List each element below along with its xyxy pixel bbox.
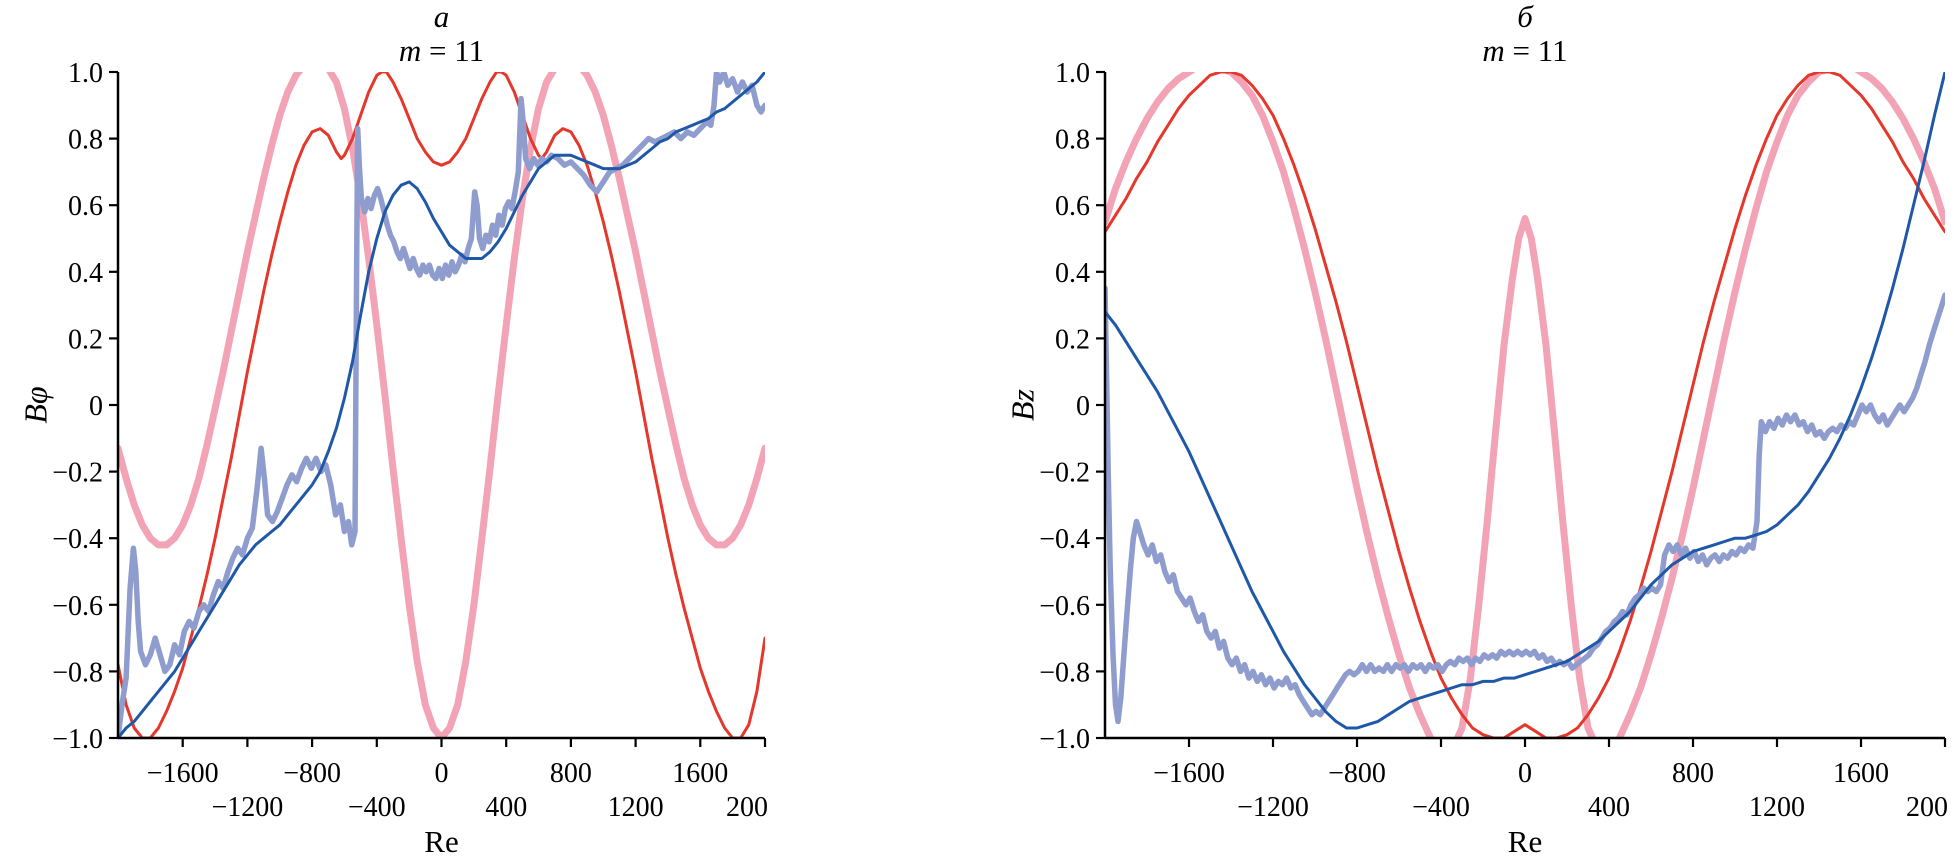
x-tick-label: 1600 — [1833, 758, 1889, 789]
series-pink-thick — [1105, 72, 1945, 738]
plot-b: 1.0 0.8 0.6 0.4 0.2 0 −0.2 −0.4 −0.6 −0.8 −1.0 −160… — [1039, 58, 1948, 859]
panel-a: a m = 11 Bφ 1.0 0.8 0.6 0.4 0.2 0 −0.2 −0.4 −0.6… — [18, 0, 769, 859]
x-tick-label: 0 — [435, 758, 449, 789]
y-tick-label: −0.8 — [52, 657, 103, 688]
x-tick-label: 400 — [485, 792, 527, 823]
y-tick-label: 0.6 — [68, 191, 103, 222]
y-tick-label: 1.0 — [68, 58, 103, 89]
x-tick-label: −1200 — [1237, 792, 1309, 823]
y-tick-label: −0.2 — [52, 458, 103, 489]
series-pink-thick — [118, 72, 765, 738]
x-tick-label: 200 — [726, 792, 768, 823]
y-tick-label: 0.4 — [1055, 258, 1090, 289]
x-tick-label: −1600 — [1153, 758, 1225, 789]
subtitle-variable: m — [398, 33, 422, 68]
x-tick-label: 800 — [550, 758, 592, 789]
y-tick-label: −0.4 — [1039, 524, 1090, 555]
x-tick-label: 1200 — [608, 792, 664, 823]
series-lightblue-noisy — [118, 72, 765, 738]
panel-b: б m = 11 Bz 1.0 0.8 0.6 0.4 0.2 0 −0.2 −0.4 −0.6… — [977, 0, 1954, 863]
y-tick-label: 0.8 — [1055, 125, 1090, 156]
y-tick-label: 0 — [89, 391, 103, 422]
series-lightblue-noisy — [1105, 285, 1945, 725]
panel-a-label: a — [433, 0, 450, 34]
x-tick-label: −800 — [283, 758, 341, 789]
x-tick-label: −1200 — [212, 792, 284, 823]
x-tick-label: −400 — [1412, 792, 1470, 823]
y-tick-label: 0.6 — [1055, 191, 1090, 222]
subtitle-value: = 11 — [1504, 33, 1568, 68]
panel-b-subtitle: m = 11 — [1105, 34, 1945, 68]
x-tick-label: −1600 — [147, 758, 219, 789]
x-tick-label: 200 — [1906, 792, 1948, 823]
x-tick-label: 800 — [1672, 758, 1714, 789]
series-darkblue-smooth — [118, 72, 765, 738]
y-tick-label: −0.8 — [1039, 657, 1090, 688]
x-axis-label: Re — [424, 824, 458, 859]
series-red-thin — [118, 72, 765, 738]
y-tick-label: 0.2 — [68, 324, 103, 355]
y-tick-label: 0 — [1076, 391, 1090, 422]
subtitle-variable: m — [1482, 33, 1505, 68]
x-tick-label: −800 — [1328, 758, 1386, 789]
panel-b-label: б — [1517, 0, 1533, 34]
plot-a: 1.0 0.8 0.6 0.4 0.2 0 −0.2 −0.4 −0.6 −0.8 −1.0 −160… — [52, 58, 768, 859]
series-red-thin — [1105, 72, 1945, 738]
subtitle-value: = 11 — [421, 33, 485, 68]
x-tick-label: 400 — [1588, 792, 1630, 823]
y-tick-label: −1.0 — [52, 724, 103, 755]
series-darkblue-smooth — [1105, 72, 1945, 730]
y-tick-label: −0.6 — [52, 591, 103, 622]
x-tick-label: 1600 — [672, 758, 728, 789]
x-tick-label: −400 — [348, 792, 406, 823]
x-tick-label: 0 — [1518, 758, 1532, 789]
y-tick-label: −1.0 — [1039, 724, 1090, 755]
x-axis-label: Re — [1508, 824, 1542, 859]
y-tick-label: 0.8 — [68, 125, 103, 156]
panel-a-subtitle: m = 11 — [118, 34, 765, 68]
y-tick-label: −0.6 — [1039, 591, 1090, 622]
y-tick-label: 0.2 — [1055, 324, 1090, 355]
y-tick-label: −0.4 — [52, 524, 103, 555]
y-tick-label: 0.4 — [68, 258, 103, 289]
x-tick-label: 1200 — [1749, 792, 1805, 823]
y-tick-label: −0.2 — [1039, 458, 1090, 489]
y-tick-label: 1.0 — [1055, 58, 1090, 89]
